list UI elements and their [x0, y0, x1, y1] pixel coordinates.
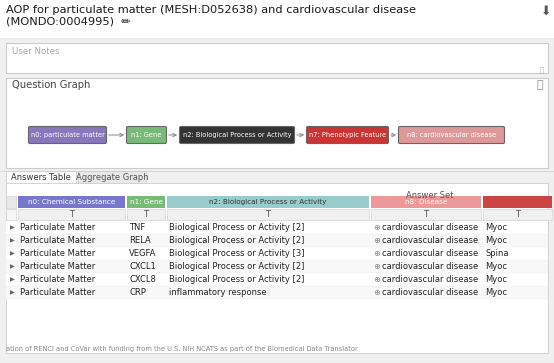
Bar	[6, 273, 548, 286]
Text: cardiovascular disease: cardiovascular disease	[382, 223, 478, 232]
Text: Biological Process or Activity [3]: Biological Process or Activity [3]	[169, 249, 305, 258]
Text: Myoc: Myoc	[485, 223, 507, 232]
Text: Biological Process or Activity [2]: Biological Process or Activity [2]	[169, 236, 304, 245]
FancyBboxPatch shape	[179, 126, 295, 143]
Text: Biological Process or Activity [2]: Biological Process or Activity [2]	[169, 275, 304, 284]
Text: Particulate Matter: Particulate Matter	[20, 223, 95, 232]
FancyBboxPatch shape	[126, 126, 167, 143]
Text: n7: Phenotypic Feature: n7: Phenotypic Feature	[309, 132, 386, 138]
Bar	[6, 43, 548, 73]
Text: ▶: ▶	[10, 251, 15, 256]
Text: Particulate Matter: Particulate Matter	[20, 236, 95, 245]
Bar	[6, 286, 548, 299]
Text: ▶: ▶	[10, 225, 15, 230]
Bar	[127, 196, 165, 208]
Bar	[167, 209, 369, 220]
Text: ⤵: ⤵	[540, 66, 544, 73]
Text: Particulate Matter: Particulate Matter	[20, 288, 95, 297]
Bar	[6, 221, 548, 234]
Bar	[6, 234, 548, 247]
Text: n8: cardiovascular disease: n8: cardiovascular disease	[407, 132, 496, 138]
Text: CXCL8: CXCL8	[129, 275, 156, 284]
Text: T: T	[515, 210, 520, 219]
Text: ▶: ▶	[10, 264, 15, 269]
Bar	[483, 209, 552, 220]
Text: cardiovascular disease: cardiovascular disease	[382, 236, 478, 245]
Text: n0: Chemical Substance: n0: Chemical Substance	[28, 199, 115, 205]
Text: Answer Set: Answer Set	[406, 191, 454, 200]
Text: ⊕: ⊕	[373, 275, 380, 284]
Text: n2: Biological Process or Activity: n2: Biological Process or Activity	[183, 132, 291, 138]
Text: ⬇: ⬇	[541, 5, 551, 18]
Text: Answers Table: Answers Table	[11, 173, 71, 182]
Text: CRP: CRP	[129, 288, 146, 297]
Text: ⊕: ⊕	[373, 262, 380, 271]
Text: Myoc: Myoc	[485, 288, 507, 297]
Bar	[371, 209, 481, 220]
Text: VEGFA: VEGFA	[129, 249, 156, 258]
Text: AOP for particulate matter (MESH:D052638) and cardiovascular disease: AOP for particulate matter (MESH:D052638…	[6, 5, 416, 15]
Text: T: T	[69, 210, 74, 219]
Text: inflammatory response: inflammatory response	[169, 288, 266, 297]
Text: ▶: ▶	[10, 290, 15, 295]
Text: T: T	[265, 210, 270, 219]
Text: n8: Disease: n8: Disease	[405, 199, 447, 205]
Bar	[6, 247, 548, 260]
Bar	[6, 78, 548, 168]
Text: T: T	[423, 210, 428, 219]
Text: Biological Process or Activity [2]: Biological Process or Activity [2]	[169, 223, 304, 232]
Bar	[6, 183, 548, 353]
FancyBboxPatch shape	[28, 126, 106, 143]
Text: TNF: TNF	[129, 223, 145, 232]
Text: cardiovascular disease: cardiovascular disease	[382, 275, 478, 284]
Text: n1: Gene: n1: Gene	[131, 132, 162, 138]
Text: Question Graph: Question Graph	[12, 80, 90, 90]
Text: ⊕: ⊕	[373, 288, 380, 297]
Bar	[167, 196, 369, 208]
FancyBboxPatch shape	[398, 126, 505, 143]
Text: cardiovascular disease: cardiovascular disease	[382, 288, 478, 297]
Bar	[483, 196, 552, 208]
Bar	[371, 196, 481, 208]
Text: ▶: ▶	[10, 238, 15, 243]
Text: ⊕: ⊕	[373, 236, 380, 245]
Text: cardiovascular disease: cardiovascular disease	[382, 262, 478, 271]
Text: T: T	[143, 210, 148, 219]
Text: RELA: RELA	[129, 236, 151, 245]
Text: ation of RENCI and CoVar with funding from the U.S. NIH NCATS as part of the Bio: ation of RENCI and CoVar with funding fr…	[6, 346, 358, 352]
Text: cardiovascular disease: cardiovascular disease	[382, 249, 478, 258]
Text: ▶: ▶	[10, 277, 15, 282]
Text: ⊕: ⊕	[373, 223, 380, 232]
Text: Spina: Spina	[485, 249, 509, 258]
Text: Myoc: Myoc	[485, 236, 507, 245]
Text: Myoc: Myoc	[485, 275, 507, 284]
Text: Myoc: Myoc	[485, 262, 507, 271]
Text: n0: particulate matter: n0: particulate matter	[30, 132, 105, 138]
Bar	[6, 260, 548, 273]
Bar	[6, 209, 16, 220]
Bar	[18, 196, 125, 208]
Bar	[6, 196, 16, 208]
Text: ⦿: ⦿	[536, 80, 543, 90]
Text: Biological Process or Activity [2]: Biological Process or Activity [2]	[169, 262, 304, 271]
Text: n1: Gene: n1: Gene	[130, 199, 162, 205]
Text: (MONDO:0004995)  ✏: (MONDO:0004995) ✏	[6, 17, 131, 27]
Text: CXCL1: CXCL1	[129, 262, 156, 271]
Bar	[78, 171, 146, 184]
Text: ⊕: ⊕	[373, 249, 380, 258]
Bar	[0, 0, 554, 38]
FancyBboxPatch shape	[306, 126, 388, 143]
Text: Aggregate Graph: Aggregate Graph	[76, 173, 148, 182]
Bar	[127, 209, 165, 220]
Text: Particulate Matter: Particulate Matter	[20, 249, 95, 258]
Text: User Notes: User Notes	[12, 47, 59, 56]
Text: Particulate Matter: Particulate Matter	[20, 262, 95, 271]
Bar	[6, 171, 76, 184]
Text: Particulate Matter: Particulate Matter	[20, 275, 95, 284]
Bar	[18, 209, 125, 220]
Text: n2: Biological Process or Activity: n2: Biological Process or Activity	[209, 199, 327, 205]
